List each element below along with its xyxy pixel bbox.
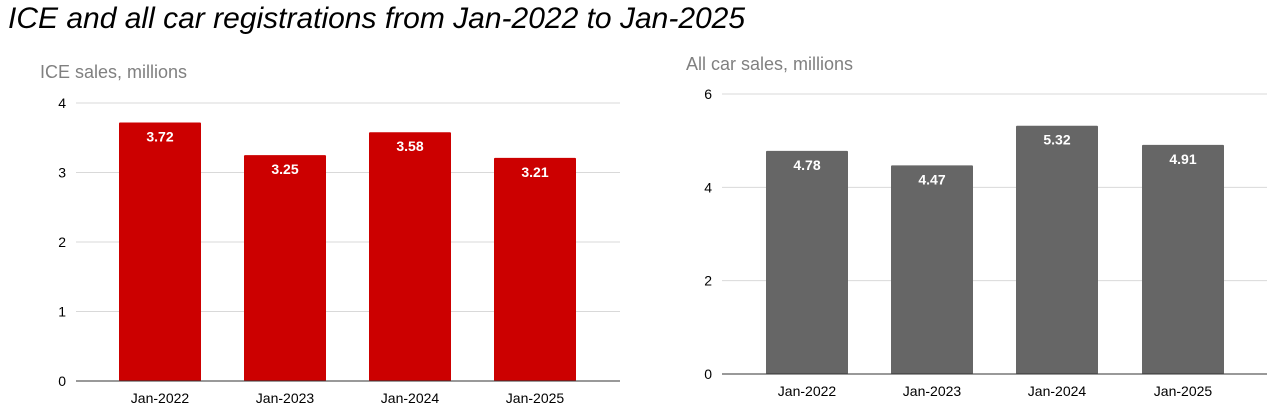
ice-bar (119, 122, 201, 382)
all-x-tick-label: Jan-2022 (778, 383, 837, 399)
all-x-tick-label: Jan-2023 (903, 383, 962, 399)
all-x-tick-label: Jan-2025 (1154, 383, 1213, 399)
all-y-tick-label: 4 (704, 179, 712, 195)
all-y-tick-label: 0 (704, 366, 712, 382)
ice-bar-value-label: 3.21 (521, 164, 548, 180)
ice-bar-value-label: 3.72 (146, 128, 173, 144)
ice-y-tick-label: 2 (58, 234, 66, 250)
all-bar-value-label: 4.47 (918, 171, 945, 187)
ice-bar-value-label: 3.25 (271, 161, 298, 177)
page-title: ICE and all car registrations from Jan-2… (8, 2, 746, 35)
ice-bar-value-label: 3.58 (396, 138, 423, 154)
all-bar (766, 150, 848, 374)
all-bar-value-label: 5.32 (1043, 132, 1070, 148)
ice-x-tick-label: Jan-2025 (506, 390, 565, 406)
all-y-tick-label: 6 (704, 86, 712, 102)
ice-bar (494, 157, 576, 381)
all-x-tick-label: Jan-2024 (1028, 383, 1087, 399)
all-bar (891, 165, 973, 374)
all-bar (1016, 125, 1098, 374)
ice-y-axis-title: ICE sales, millions (40, 62, 187, 82)
ice-x-tick-label: Jan-2023 (256, 390, 315, 406)
ice-x-tick-label: Jan-2024 (381, 390, 440, 406)
ice-bar (244, 155, 326, 381)
ice-bar (369, 132, 451, 381)
all-car-sales-chart: All car sales, millions 0 2 4 6 4.78 Jan-2022 4… (686, 54, 1267, 399)
all-bar-value-label: 4.91 (1169, 151, 1196, 167)
ice-x-tick-label: Jan-2022 (131, 390, 190, 406)
ice-sales-chart: ICE sales, millions 0 1 2 3 4 3.72 Jan-2022 3.25… (40, 62, 620, 406)
ice-y-tick-label: 3 (58, 165, 66, 181)
all-y-tick-label: 2 (704, 273, 712, 289)
ice-y-tick-label: 0 (58, 373, 66, 389)
all-bar (1142, 144, 1224, 374)
all-bar-value-label: 4.78 (793, 157, 820, 173)
ice-y-tick-label: 4 (58, 95, 66, 111)
ice-y-tick-label: 1 (58, 304, 66, 320)
all-y-axis-title: All car sales, millions (686, 54, 853, 74)
